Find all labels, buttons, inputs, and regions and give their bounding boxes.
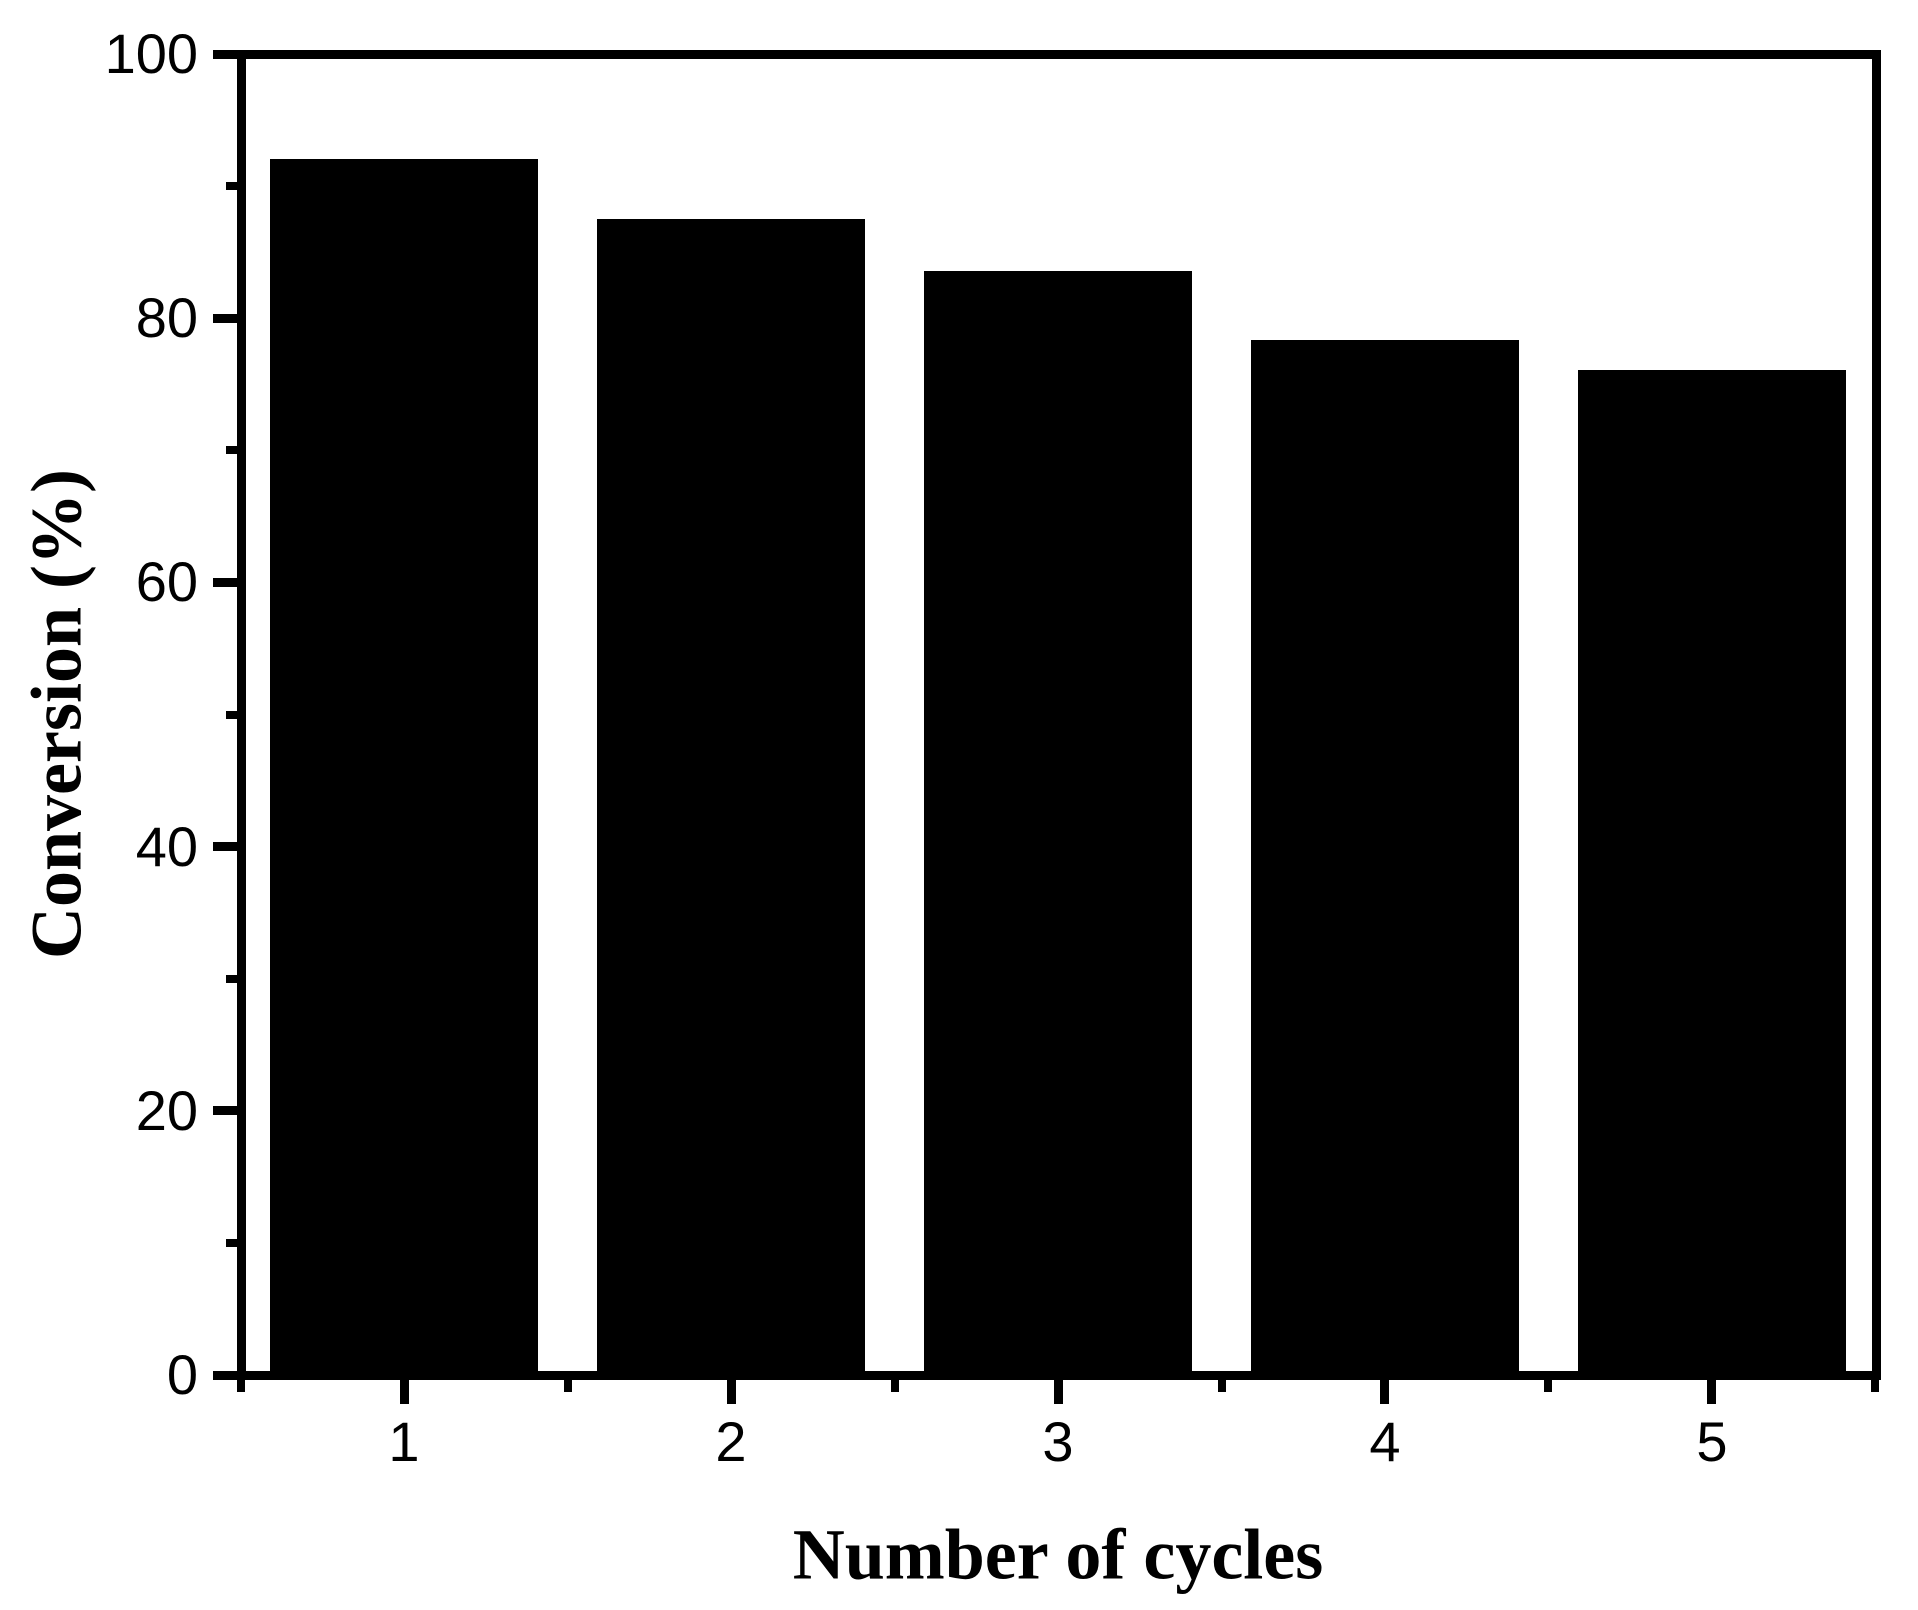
y-tick-label: 80 <box>135 286 198 349</box>
y-minor-tick <box>226 182 237 190</box>
x-minor-tick <box>891 1380 899 1392</box>
bar-cycle-4 <box>1251 340 1519 1371</box>
plot-area <box>237 50 1881 1380</box>
y-minor-tick <box>226 975 237 983</box>
y-major-tick <box>213 578 237 587</box>
y-minor-tick <box>226 711 237 719</box>
y-major-tick <box>213 50 237 59</box>
y-minor-tick <box>226 1239 237 1247</box>
y-tick-label: 60 <box>135 550 198 613</box>
bar-cycle-3 <box>924 271 1192 1371</box>
bar-cycle-5 <box>1578 370 1846 1371</box>
x-tick-label: 2 <box>715 1410 747 1473</box>
y-major-tick <box>213 1106 237 1115</box>
y-major-tick <box>213 842 237 851</box>
bar-cycle-1 <box>270 159 538 1371</box>
x-tick-label: 4 <box>1369 1410 1401 1473</box>
x-tick-label: 1 <box>388 1410 420 1473</box>
y-tick-label: 100 <box>104 22 198 85</box>
y-tick-label: 40 <box>135 815 198 878</box>
bar-cycle-2 <box>597 219 865 1371</box>
x-major-tick <box>1054 1380 1063 1404</box>
y-axis-title: Conversion (%) <box>16 469 97 959</box>
x-minor-tick <box>1544 1380 1552 1392</box>
x-axis-title: Number of cycles <box>792 1514 1324 1595</box>
y-tick-label: 20 <box>135 1079 198 1142</box>
x-tick-label: 5 <box>1696 1410 1728 1473</box>
x-major-tick <box>1380 1380 1389 1404</box>
y-minor-tick <box>226 446 237 454</box>
y-major-tick <box>213 314 237 323</box>
y-major-tick <box>213 1371 237 1380</box>
x-minor-tick <box>1871 1380 1879 1392</box>
x-minor-tick <box>564 1380 572 1392</box>
x-major-tick <box>727 1380 736 1404</box>
x-major-tick <box>400 1380 409 1404</box>
x-minor-tick <box>1218 1380 1226 1392</box>
x-minor-tick <box>237 1380 245 1392</box>
x-tick-label: 3 <box>1042 1410 1074 1473</box>
x-major-tick <box>1707 1380 1716 1404</box>
y-tick-label: 0 <box>166 1343 198 1406</box>
